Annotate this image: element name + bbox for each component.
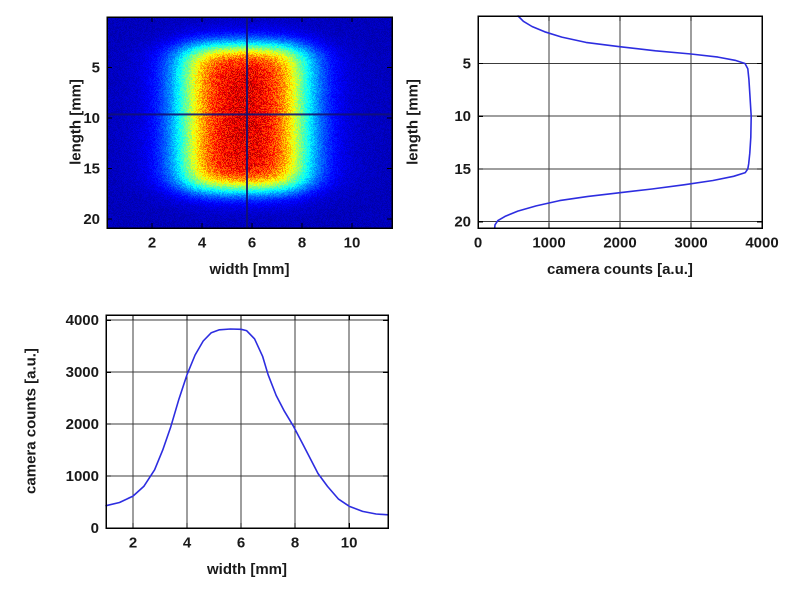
y-tick-label: 1000	[66, 468, 99, 485]
profile-curve	[106, 329, 388, 515]
y-tick-label: 15	[454, 161, 471, 178]
figure-canvas: 2 4 6 8 10 5 10 15 20 0 1000 2000 3000 4000 5 10 15 20 2 4 6…	[0, 0, 800, 603]
x-tick-label: 6	[237, 534, 245, 551]
heatmap-ylabel: length [mm]	[68, 79, 85, 165]
width-profile-xlabel: width [mm]	[106, 561, 388, 578]
axes-box	[107, 17, 392, 228]
y-tick-label: 20	[83, 211, 100, 228]
x-tick-label: 6	[248, 234, 256, 251]
y-tick-label: 3000	[66, 364, 99, 381]
y-tick-label: 20	[454, 214, 471, 231]
x-tick-label: 2	[129, 534, 137, 551]
axes-box	[106, 315, 388, 528]
axes-overlay: 2 4 6 8 1051015200 1000 2000 3000 400051015202 4 6…	[0, 0, 800, 603]
x-tick-label: 4	[183, 534, 192, 551]
y-tick-label: 10	[454, 108, 471, 125]
y-tick-label: 2000	[66, 416, 99, 433]
y-tick-label: 0	[91, 520, 99, 537]
length-profile-xlabel: camera counts [a.u.]	[478, 261, 762, 278]
width-profile-ylabel: camera counts [a.u.]	[23, 348, 40, 494]
y-tick-label: 5	[92, 59, 100, 76]
y-tick-label: 10	[83, 110, 100, 127]
length-profile-ylabel: length [mm]	[405, 79, 422, 165]
x-tick-label: 4000	[745, 234, 778, 251]
x-tick-label: 4	[198, 234, 207, 251]
y-tick-label: 4000	[66, 312, 99, 329]
x-tick-label: 10	[341, 534, 358, 551]
heatmap-xlabel: width [mm]	[107, 261, 392, 278]
x-tick-label: 1000	[532, 234, 565, 251]
y-tick-label: 15	[83, 160, 100, 177]
x-tick-label: 8	[291, 534, 299, 551]
x-tick-label: 10	[344, 234, 361, 251]
x-tick-label: 2	[148, 234, 156, 251]
y-tick-label: 5	[463, 55, 471, 72]
profile-curve	[495, 16, 752, 228]
x-tick-label: 3000	[674, 234, 707, 251]
x-tick-label: 0	[474, 234, 482, 251]
x-tick-label: 2000	[603, 234, 636, 251]
x-tick-label: 8	[298, 234, 306, 251]
